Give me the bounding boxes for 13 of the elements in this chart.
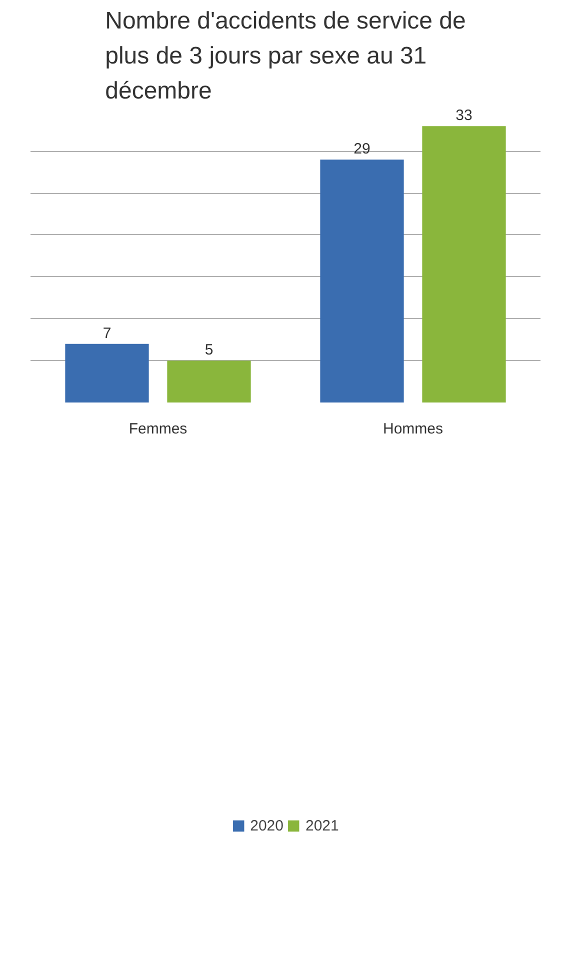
data-label: 29 (354, 140, 370, 158)
bar (167, 360, 251, 402)
bar (320, 160, 404, 402)
legend-label: 2020 (250, 817, 284, 834)
bar (422, 126, 506, 402)
data-label: 33 (456, 107, 472, 124)
data-label: 5 (204, 342, 214, 359)
x-tick-label: Femmes (128, 420, 188, 438)
legend-label: 2021 (306, 817, 339, 834)
chart-title: Nombre d'accidents de service de plus de 3 jours par sexe au 31 décembre (105, 7, 466, 104)
x-tick-label: Hommes (382, 420, 444, 438)
bar (65, 344, 149, 402)
data-label: 7 (102, 324, 112, 342)
